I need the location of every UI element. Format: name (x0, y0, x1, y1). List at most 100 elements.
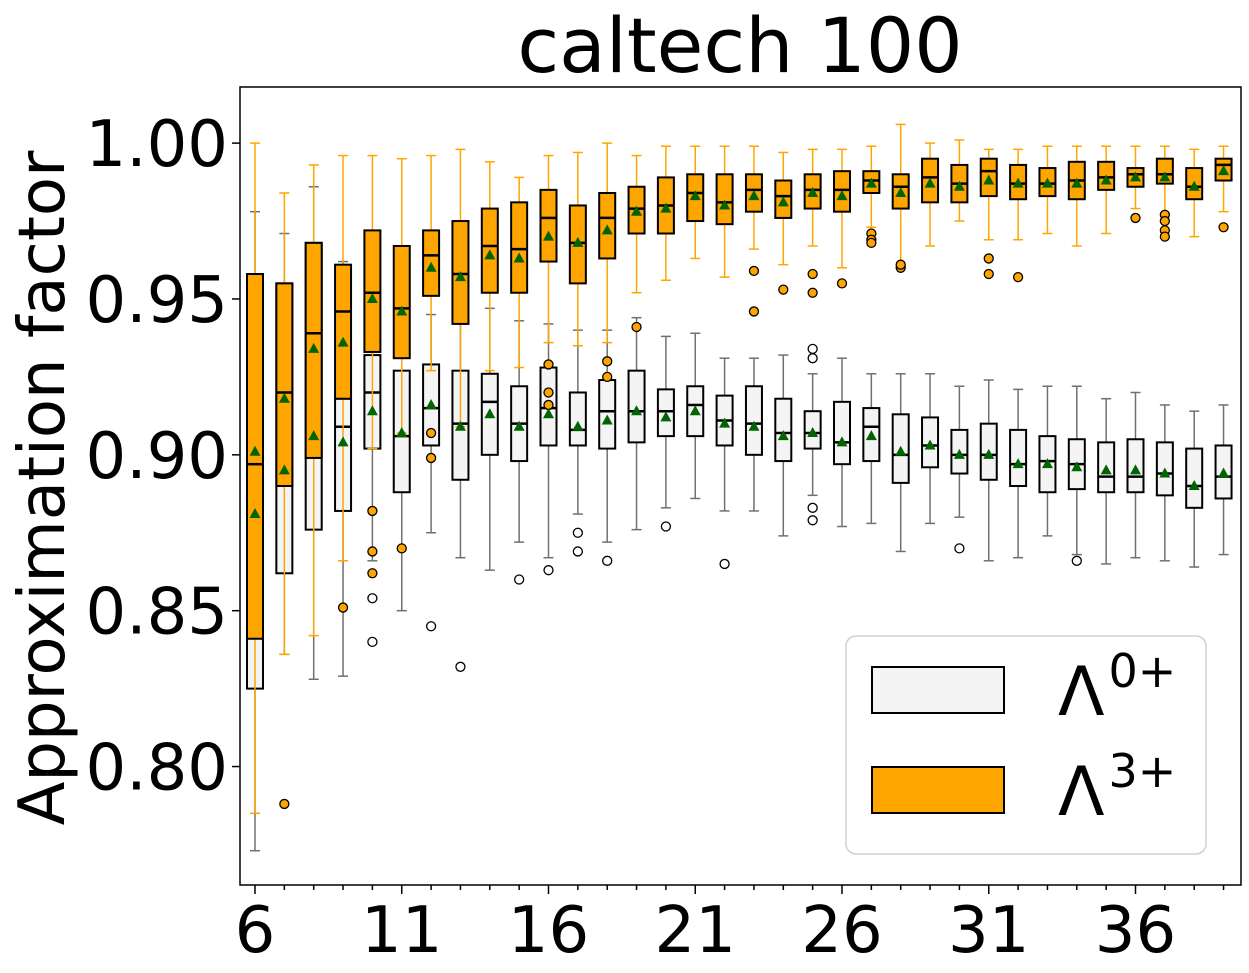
mean-marker (953, 180, 965, 191)
mean-marker (601, 224, 613, 235)
outlier-point (778, 284, 789, 295)
mean-marker (1041, 458, 1053, 469)
outlier-point (455, 661, 466, 672)
mean-marker (719, 199, 731, 210)
plot-area (246, 123, 1233, 852)
mean-marker (1218, 165, 1230, 176)
mean-marker (807, 186, 819, 197)
outlier-point (543, 399, 554, 411)
mean-marker (1130, 171, 1141, 182)
mean-marker (484, 249, 496, 260)
outlier-point (337, 602, 349, 613)
mean-marker (337, 336, 349, 347)
mean-marker (1188, 180, 1200, 191)
outlier-point (807, 268, 818, 280)
outlier-point (543, 565, 554, 576)
outlier-point (425, 621, 437, 632)
mean-marker (249, 508, 261, 519)
outlier-point (748, 306, 760, 317)
mean-marker (1012, 177, 1024, 188)
box-iqr (363, 229, 382, 353)
mean-marker (1100, 464, 1112, 475)
y-tick-label: 0.85 (86, 576, 229, 650)
mean-marker (1159, 467, 1171, 478)
outlier-point (396, 543, 407, 554)
outlier-point (514, 574, 525, 585)
mean-marker (807, 427, 819, 438)
mean-marker (601, 414, 613, 425)
mean-marker (983, 448, 995, 459)
mean-marker (836, 436, 848, 447)
mean-marker (689, 405, 701, 416)
mean-marker (454, 420, 466, 431)
outlier-point (1071, 555, 1082, 566)
outlier-point (631, 321, 642, 333)
mean-marker (1159, 171, 1171, 182)
legend: Λ0+ Λ3+ (845, 635, 1207, 855)
mean-marker (396, 427, 408, 438)
mean-marker (425, 261, 437, 272)
mean-marker (1041, 177, 1053, 188)
mean-marker (249, 445, 261, 456)
outlier-point (602, 356, 613, 367)
box-iqr (275, 282, 294, 487)
outlier-point (367, 568, 378, 579)
box-iqr (744, 385, 763, 456)
mean-marker (366, 405, 378, 416)
mean-marker (1188, 480, 1200, 490)
outlier-point (895, 259, 906, 270)
outlier-point (367, 636, 378, 648)
outlier-point (367, 593, 378, 604)
box-iqr (1185, 447, 1204, 509)
outlier-point (807, 502, 818, 513)
box-iqr (568, 391, 587, 447)
y-axis-label: Approximation factor (6, 150, 80, 825)
outlier-point (572, 546, 583, 557)
outlier-point (807, 343, 818, 354)
mean-marker (543, 408, 554, 419)
outlier-point (836, 278, 848, 289)
mean-marker (924, 177, 936, 188)
mean-marker (777, 196, 789, 207)
mean-marker (748, 190, 760, 201)
outlier-point (866, 237, 877, 249)
series-0-means (249, 398, 1230, 519)
box-iqr (1009, 428, 1028, 487)
mean-marker (308, 430, 320, 441)
mean-marker (572, 420, 584, 431)
box-iqr (833, 400, 851, 466)
outlier-point (1159, 231, 1170, 242)
chart-title: caltech 100 (517, 1, 962, 90)
mean-marker (1071, 177, 1083, 188)
mean-marker (572, 236, 584, 247)
box-iqr (392, 244, 411, 360)
outlier-point (543, 387, 554, 398)
outlier-point (279, 798, 290, 810)
series-1-means (249, 165, 1230, 456)
x-tick-label: 16 (508, 894, 589, 968)
outlier-point (660, 521, 672, 532)
outlier-point (367, 505, 378, 517)
box-iqr (334, 263, 353, 400)
box-iqr (539, 188, 558, 263)
mean-marker (308, 342, 320, 353)
mean-marker (484, 408, 496, 419)
mean-marker (543, 230, 554, 241)
mean-marker (425, 398, 437, 409)
box-iqr (598, 379, 617, 450)
mean-marker (278, 464, 290, 475)
y-tick-label: 0.80 (86, 732, 229, 806)
mean-marker (777, 430, 789, 441)
x-tick-label: 31 (948, 894, 1029, 968)
mean-marker (1012, 458, 1024, 469)
mean-marker (689, 190, 701, 201)
mean-marker (895, 186, 907, 197)
mean-marker (953, 448, 965, 459)
box-iqr (774, 397, 793, 463)
mean-marker (660, 411, 672, 422)
outlier-point (807, 353, 818, 364)
x-tick-label: 36 (1095, 894, 1176, 968)
y-tick-label: 0.95 (86, 264, 229, 338)
mean-marker (865, 430, 877, 441)
